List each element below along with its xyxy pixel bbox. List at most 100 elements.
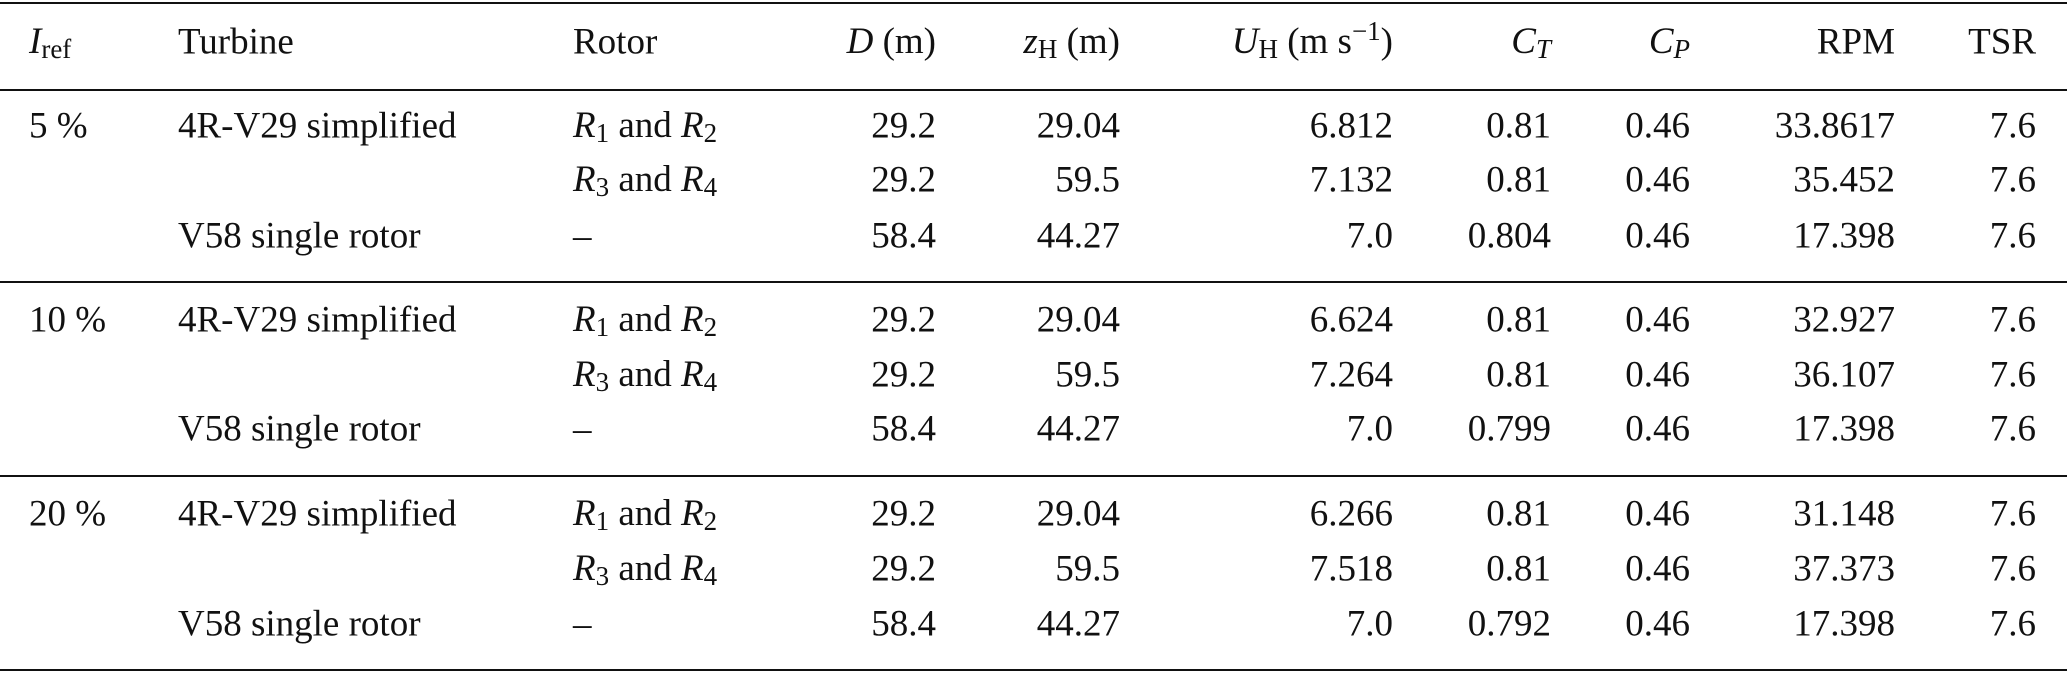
value-cell: 6.624 <box>1310 299 1393 340</box>
text-segment: and <box>609 299 681 340</box>
text-segment: H <box>1038 34 1058 64</box>
text-segment: and <box>609 548 681 589</box>
value-cell: 7.0 <box>1347 408 1393 449</box>
value-cell: 59.5 <box>1055 159 1120 200</box>
iref-cell: 20 % <box>29 493 106 534</box>
text-segment: (m) <box>1057 21 1120 62</box>
value-cell: 35.452 <box>1793 159 1895 200</box>
text-segment: R <box>680 493 704 534</box>
text-segment: (m) <box>873 21 936 62</box>
value-cell: 36.107 <box>1793 354 1895 395</box>
header-cell: UH (m s−1) <box>1232 16 1393 64</box>
value-cell: 7.6 <box>1990 548 2036 589</box>
value-cell: 7.0 <box>1347 215 1393 256</box>
value-cell: 7.6 <box>1990 603 2036 644</box>
value-cell: 0.799 <box>1468 408 1551 449</box>
header-cell: CP <box>1649 21 1690 63</box>
turbine-cell: V58 single rotor <box>178 603 421 644</box>
text-segment: z <box>1022 21 1037 62</box>
text-segment: 3 <box>596 561 610 591</box>
text-segment: T <box>1536 34 1553 64</box>
value-cell: 0.792 <box>1468 603 1551 644</box>
value-cell: 0.81 <box>1486 354 1551 395</box>
value-cell: 44.27 <box>1037 603 1120 644</box>
text-segment: −1 <box>1352 16 1381 46</box>
header-cell: D (m) <box>846 21 936 62</box>
value-cell: 0.81 <box>1486 548 1551 589</box>
turbine-cell: 4R-V29 simplified <box>178 299 457 340</box>
value-cell: 29.04 <box>1037 299 1120 340</box>
text-segment: 1 <box>596 118 610 148</box>
value-cell: 0.81 <box>1486 159 1551 200</box>
text-segment: R <box>572 105 596 146</box>
value-cell: 17.398 <box>1793 603 1895 644</box>
value-cell: 0.46 <box>1625 603 1690 644</box>
text-segment: 3 <box>596 367 610 397</box>
value-cell: 44.27 <box>1037 215 1120 256</box>
value-cell: 0.46 <box>1625 493 1690 534</box>
iref-cell: 10 % <box>29 299 106 340</box>
value-cell: 0.81 <box>1486 105 1551 146</box>
text-segment: 2 <box>704 118 718 148</box>
value-cell: 37.373 <box>1793 548 1895 589</box>
rotor-cell: R1 and R2 <box>572 299 717 341</box>
value-cell: 29.2 <box>871 299 936 340</box>
text-segment: ref <box>41 34 71 64</box>
value-cell: 59.5 <box>1055 548 1120 589</box>
value-cell: 29.04 <box>1037 105 1120 146</box>
text-segment: R <box>680 354 704 395</box>
value-cell: 0.46 <box>1625 215 1690 256</box>
text-segment: R <box>680 159 704 200</box>
text-segment: D <box>846 21 874 62</box>
value-cell: 7.6 <box>1990 299 2036 340</box>
value-cell: 29.04 <box>1037 493 1120 534</box>
rotor-cell: – <box>572 215 592 256</box>
value-cell: 0.46 <box>1625 159 1690 200</box>
value-cell: 17.398 <box>1793 408 1895 449</box>
text-segment: 2 <box>704 506 718 536</box>
value-cell: 29.2 <box>871 354 936 395</box>
value-cell: 6.812 <box>1310 105 1393 146</box>
value-cell: 31.148 <box>1793 493 1895 534</box>
value-cell: 58.4 <box>871 408 936 449</box>
text-segment: R <box>680 548 704 589</box>
text-segment: R <box>680 105 704 146</box>
header-cell: Rotor <box>573 21 657 62</box>
value-cell: 58.4 <box>871 603 936 644</box>
header-cell: Turbine <box>178 21 294 62</box>
text-segment: R <box>572 548 596 589</box>
header-cell: Iref <box>28 21 71 63</box>
value-cell: 33.8617 <box>1775 105 1895 146</box>
rotor-cell: R1 and R2 <box>572 493 717 535</box>
iref-cell: 5 % <box>29 105 88 146</box>
header-cell: CT <box>1511 21 1553 63</box>
text-segment: 1 <box>596 506 610 536</box>
value-cell: 0.46 <box>1625 354 1690 395</box>
value-cell: 7.0 <box>1347 603 1393 644</box>
rotor-cell: – <box>572 603 592 644</box>
rotor-cell: R3 and R4 <box>572 548 718 590</box>
value-cell: 7.6 <box>1990 408 2036 449</box>
rotor-cell: R3 and R4 <box>572 354 718 396</box>
value-cell: 44.27 <box>1037 408 1120 449</box>
value-cell: 7.6 <box>1990 105 2036 146</box>
text-segment: C <box>1511 21 1537 62</box>
turbine-cell: V58 single rotor <box>178 215 421 256</box>
text-segment: ) <box>1381 21 1393 62</box>
value-cell: 29.2 <box>871 493 936 534</box>
text-segment: R <box>572 159 596 200</box>
value-cell: 7.6 <box>1990 215 2036 256</box>
value-cell: 0.46 <box>1625 408 1690 449</box>
value-cell: 7.6 <box>1990 159 2036 200</box>
value-cell: 58.4 <box>871 215 936 256</box>
turbine-cell: V58 single rotor <box>178 408 421 449</box>
value-cell: 7.132 <box>1310 159 1393 200</box>
value-cell: 0.804 <box>1468 215 1551 256</box>
text-segment: 3 <box>596 172 610 202</box>
turbine-cell: 4R-V29 simplified <box>178 493 457 534</box>
text-segment: 4 <box>704 561 718 591</box>
text-segment: R <box>572 493 596 534</box>
text-segment: I <box>28 21 43 62</box>
